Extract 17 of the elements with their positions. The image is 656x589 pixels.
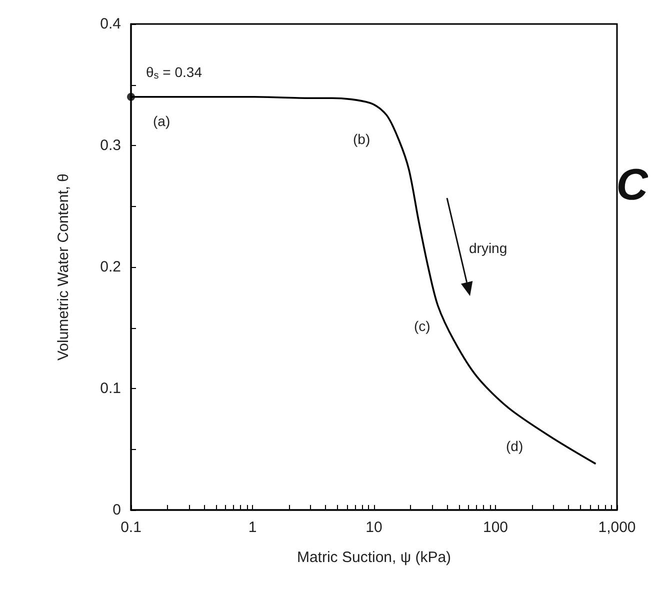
- annotation: (d): [506, 438, 524, 454]
- annotation: (a): [153, 113, 170, 129]
- x-tick-label: 100: [482, 519, 508, 536]
- y-axis-title: Volumetric Water Content, θ: [55, 173, 72, 361]
- y-tick-label: 0.2: [100, 258, 121, 276]
- x-tick-label: 0.1: [120, 519, 142, 536]
- y-tick-label: 0.3: [100, 137, 121, 154]
- annotation: (c): [414, 318, 430, 334]
- x-axis-title: Matric Suction, ψ (kPa): [296, 549, 452, 566]
- y-tick-label: 0.1: [100, 380, 121, 397]
- x-tick-label: 1,000: [598, 519, 636, 536]
- x-tick-label: 10: [366, 519, 382, 536]
- annotation: (b): [353, 131, 370, 147]
- annotation: drying: [469, 240, 508, 256]
- y-tick-label: 0: [112, 502, 121, 518]
- x-tick-label: 1: [248, 519, 257, 536]
- y-tick-label: 0.4: [100, 16, 121, 32]
